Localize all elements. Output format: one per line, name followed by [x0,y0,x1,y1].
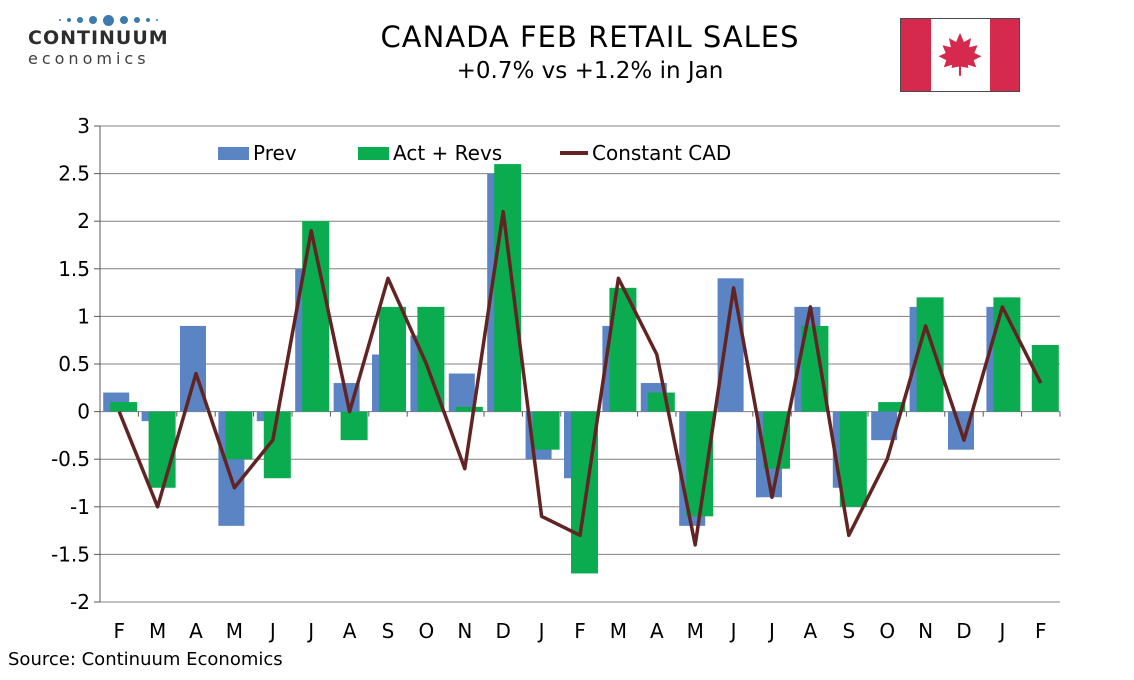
x-axis-label: D [956,619,971,643]
chart-title: CANADA FEB RETAIL SALES [380,20,800,54]
bar-act-revs-M15 [686,411,714,517]
maple-leaf-icon [938,32,982,76]
chart-legend: Prev Act + Revs Constant CAD [0,141,1134,165]
legend-swatch-prev [218,146,249,160]
logo-text-sub: economics [28,49,150,68]
bar-act-revs-A6 [340,411,368,441]
bar-prev-N9 [448,373,475,412]
x-axis-label: N [918,619,933,643]
bar-act-revs-F0 [110,402,138,412]
bar-act-revs-F24 [1031,344,1059,412]
canada-flag-icon [900,18,1020,92]
y-axis-label: -2 [70,590,90,614]
y-axis-label: 1.5 [58,257,90,281]
bar-prev-A2 [180,325,206,412]
x-axis-label: J [729,619,737,643]
source-caption: Source: Continuum Economics [8,649,283,670]
x-axis-label: J [997,619,1005,643]
chart-subtitle: +0.7% vs +1.2% in Jan [456,58,724,84]
x-axis-label: M [610,619,627,643]
y-axis-label: -1.5 [51,542,90,566]
bar-act-revs-J11 [532,411,560,450]
bar-act-revs-J17 [763,411,790,469]
bar-act-revs-M3 [225,411,253,460]
logo-dot [58,19,61,21]
legend-label-prev: Prev [253,141,297,165]
flag-white-band [930,19,990,91]
x-axis-label: S [842,619,855,643]
logo-dot [88,16,97,24]
x-axis-label: J [767,619,775,643]
logo-dot [102,14,114,26]
y-axis-label: 0 [77,400,90,424]
x-axis-label: A [650,619,664,643]
legend-item-act-revs: Act + Revs [358,141,502,165]
x-axis-label: A [343,619,357,643]
bar-act-revs-N21 [916,297,944,412]
bar-act-revs-A14 [647,392,675,412]
y-axis-label: 0.5 [58,352,90,376]
legend-item-constant-cad: Constant CAD [560,141,731,165]
y-axis-label: 2 [77,209,90,233]
x-axis-label: F [1035,619,1047,643]
x-axis-label: O [879,619,895,643]
x-axis-label: J [537,619,545,643]
bar-act-revs-S7 [379,306,406,412]
x-axis-label: J [268,619,276,643]
legend-label-constant-cad: Constant CAD [592,141,732,165]
logo-dot [66,18,71,22]
constant-cad-line [117,209,1043,547]
y-axis-label: 3 [77,114,90,138]
y-axis-label: -0.5 [51,447,90,471]
x-axis-label: J [306,619,314,643]
retail-sales-chart: 32.521.510.50-0.5-1-1.5-2F M A M J J A S O N D J F M A… [51,114,1061,643]
y-axis-label: 1 [77,304,90,328]
x-axis-label: D [495,619,510,643]
legend-item-prev: Prev [218,141,297,165]
x-axis-label: M [226,619,243,643]
y-axis-label: -1 [70,495,90,519]
x-axis-label: M [687,619,704,643]
bar-act-revs-D10 [494,164,522,412]
x-axis-label: A [804,619,818,643]
continuum-logo: CONTINUUM economics [28,12,198,68]
logo-dot [155,19,158,21]
y-axis-label: 2.5 [58,162,90,186]
x-axis-label: F [113,619,125,643]
x-axis-label: O [419,619,435,643]
legend-label-act-revs: Act + Revs [393,141,503,165]
logo-dots-icon [28,12,188,28]
logo-dot [76,17,83,23]
bar-act-revs-O8 [417,306,445,412]
logo-dot [133,17,140,23]
x-axis-label: A [189,619,203,643]
legend-line-swatch-constant-cad [560,151,588,155]
x-axis-label: F [574,619,586,643]
logo-dot [119,16,128,24]
bar-act-revs-O20 [878,402,906,412]
flag-red-band-right [989,19,1019,91]
x-axis-label: S [382,619,395,643]
flag-red-band-left [901,19,931,91]
bar-act-revs-N9 [455,406,483,412]
legend-swatch-act-revs [358,146,389,160]
bar-act-revs-S19 [839,411,867,507]
x-axis-label: N [457,619,472,643]
bar-act-revs-M1 [148,411,176,488]
logo-text-main: CONTINUUM [28,27,169,49]
logo-dot [145,18,150,22]
x-axis-label: M [149,619,166,643]
